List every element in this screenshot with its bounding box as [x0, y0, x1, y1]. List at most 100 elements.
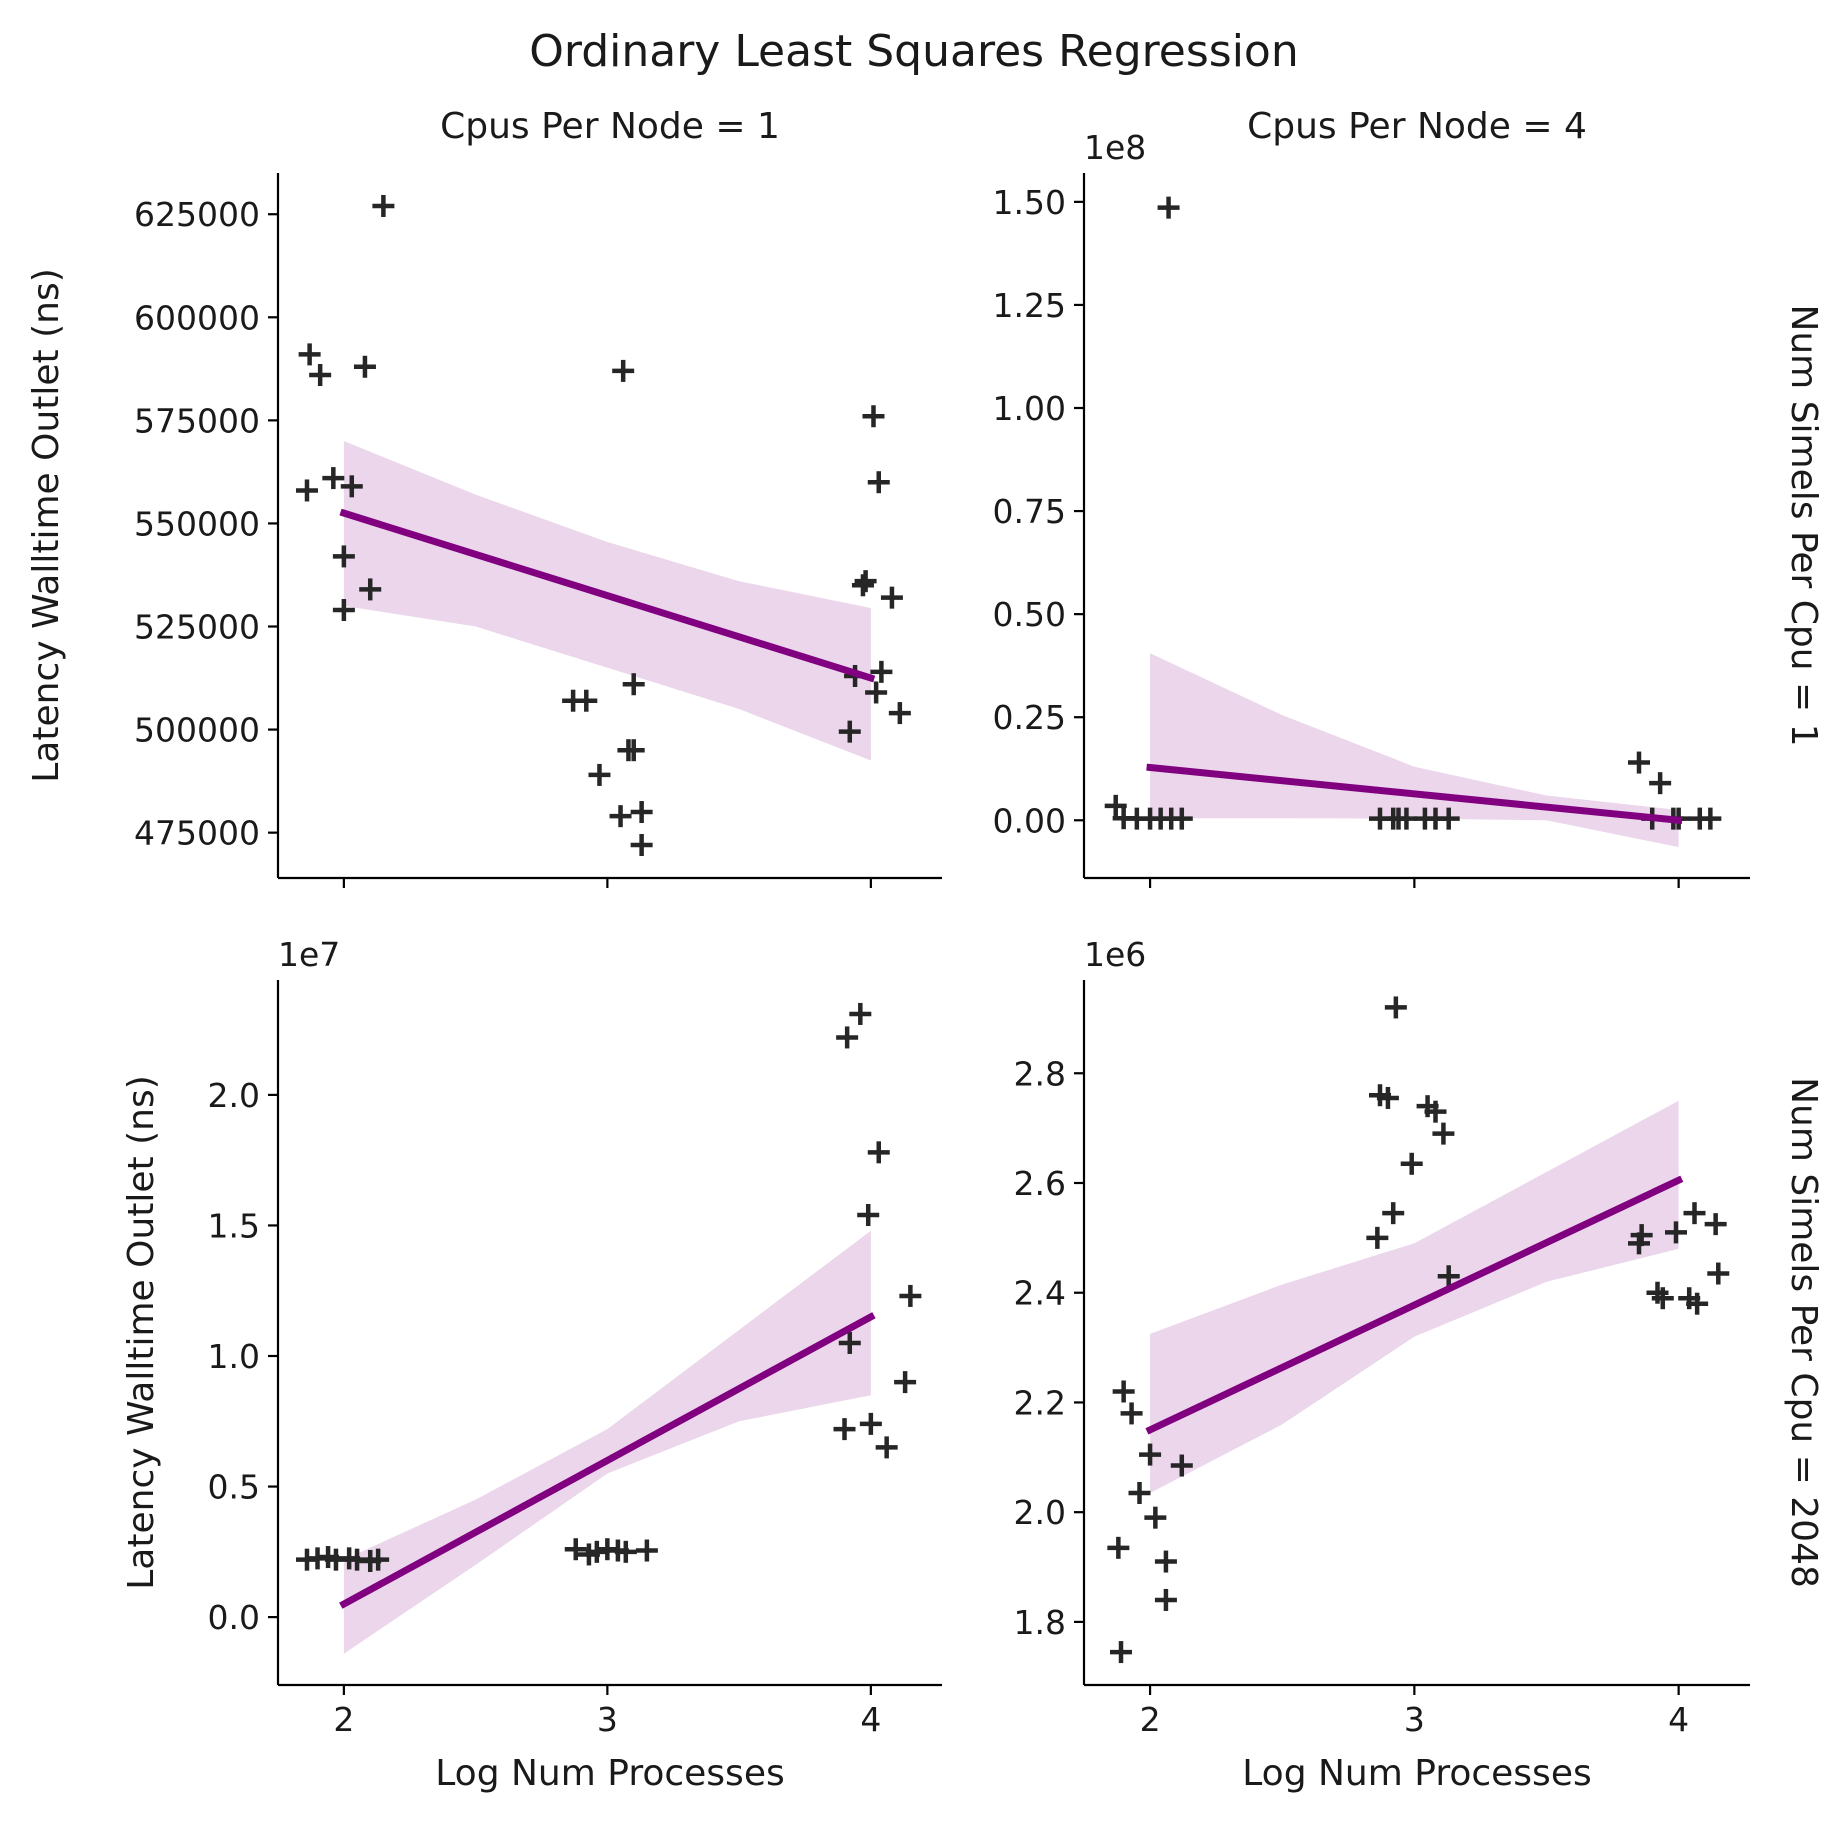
- data-point: [309, 364, 332, 387]
- data-point: [875, 1436, 898, 1459]
- data-point: [585, 1540, 608, 1563]
- regression-line: [339, 1312, 876, 1609]
- regression-line: [1145, 1175, 1684, 1435]
- data-point: [888, 702, 911, 725]
- y-tick-label: 575000: [134, 401, 260, 440]
- data-point: [1649, 772, 1672, 795]
- data-point: [1366, 1226, 1389, 1249]
- data-point: [367, 1548, 390, 1571]
- data-point: [1384, 996, 1407, 1019]
- data-point: [622, 673, 645, 696]
- x-axis-label: Log Num Processes: [435, 1753, 784, 1794]
- y-tick-label: 0.50: [993, 595, 1066, 634]
- data-point: [1139, 1443, 1162, 1466]
- data-point: [609, 805, 632, 828]
- data-point: [1665, 1221, 1687, 1244]
- figure-title: Ordinary Least Squares Regression: [529, 26, 1298, 77]
- y-tick-label: 625000: [134, 195, 260, 234]
- data-point: [1154, 1550, 1177, 1573]
- confidence-band: [1150, 1100, 1679, 1493]
- data-point: [1628, 751, 1650, 774]
- y-tick-label: 2.2: [1014, 1383, 1066, 1422]
- facet-column-title: Cpus Per Node = 1: [440, 106, 780, 147]
- data-point: [836, 1026, 859, 1049]
- data-point: [1707, 1262, 1730, 1285]
- x-axis-label: Log Num Processes: [1242, 1753, 1591, 1794]
- data-point: [1107, 1536, 1130, 1559]
- data-point: [867, 471, 890, 494]
- data-point: [870, 660, 893, 683]
- y-tick-label: 600000: [134, 298, 260, 337]
- data-point: [1424, 1100, 1447, 1123]
- data-point: [622, 739, 645, 762]
- x-tick-label: 2: [1140, 1700, 1161, 1739]
- y-tick-label: 525000: [134, 608, 260, 647]
- data-point: [575, 689, 598, 712]
- y-tick-label: 1.5: [208, 1206, 260, 1245]
- data-point: [298, 343, 321, 366]
- data-point: [614, 1540, 637, 1563]
- data-point: [854, 570, 877, 593]
- data-point: [1144, 1506, 1167, 1529]
- data-point: [859, 1412, 882, 1435]
- data-point: [899, 1284, 922, 1307]
- x-tick-label: 2: [333, 1700, 354, 1739]
- data-point: [322, 467, 345, 490]
- y-tick-label: 1.00: [993, 389, 1066, 428]
- data-point: [295, 479, 318, 502]
- data-point: [1376, 1086, 1399, 1109]
- data-point: [857, 1204, 880, 1226]
- data-point: [1699, 807, 1722, 830]
- data-point: [1120, 1402, 1143, 1425]
- data-point: [1686, 1292, 1709, 1315]
- data-point: [867, 1141, 890, 1164]
- y-tick-label: 2.0: [1014, 1493, 1066, 1532]
- data-point: [332, 545, 355, 568]
- data-point: [851, 574, 874, 597]
- data-point: [880, 586, 903, 609]
- x-tick-label: 4: [860, 1700, 881, 1739]
- regression-line: [339, 508, 876, 683]
- x-tick-label: 3: [1404, 1700, 1425, 1739]
- data-point: [833, 1418, 856, 1441]
- facet-row-title: Num Simels Per Cpu = 1: [1783, 304, 1824, 746]
- data-point: [359, 578, 382, 601]
- axis-offset-label: 1e7: [278, 935, 340, 974]
- panel-top-left: 475000 500000 525000 550000 575000 600000 6250…: [26, 106, 942, 888]
- y-tick-label: 550000: [134, 504, 260, 543]
- axis-offset-label: 1e6: [1084, 935, 1146, 974]
- data-point: [1437, 1265, 1460, 1288]
- data-point: [1630, 1224, 1653, 1247]
- y-tick-label: 2.8: [1014, 1054, 1066, 1093]
- data-point: [588, 763, 611, 786]
- panel-bottom-right: 2 3 4 1.8 2.0 2.2 2.4 2.6 2.8 1e6 Num Simels Per C…: [1014, 935, 1824, 1794]
- y-tick-label: 500000: [134, 711, 260, 750]
- panel-top-right: 0.00 0.25 0.50 0.75 1.00 1.25 1.50 1e8 Cpus Per …: [993, 106, 1824, 888]
- panel-bottom-left: 2 3 4 0.0 0.5 1.0 1.5 2.0 1e7 Log Num Processes La…: [121, 935, 942, 1794]
- y-axis-label: Latency Walltime Outlet (ns): [121, 1075, 162, 1590]
- y-tick-label: 0.75: [993, 492, 1066, 531]
- data-point: [1432, 1122, 1455, 1145]
- data-point: [1704, 1213, 1727, 1236]
- data-point: [1400, 1152, 1423, 1175]
- data-point: [635, 1539, 658, 1562]
- y-tick-label: 1.50: [993, 183, 1066, 222]
- data-point: [865, 681, 888, 704]
- y-axis-label: Latency Walltime Outlet (ns): [26, 268, 67, 783]
- y-tick-label: 2.0: [208, 1076, 260, 1115]
- y-tick-label: 2.6: [1014, 1164, 1066, 1203]
- data-point: [1157, 196, 1180, 219]
- data-point: [332, 599, 355, 622]
- y-tick-label: 1.0: [208, 1337, 260, 1376]
- confidence-band: [343, 441, 871, 761]
- x-tick-label: 3: [597, 1700, 618, 1739]
- data-point: [1683, 1202, 1706, 1225]
- y-tick-label: 0.00: [993, 801, 1066, 840]
- x-tick-label: 4: [1668, 1700, 1689, 1739]
- data-point: [838, 1331, 861, 1354]
- y-tick-label: 1.8: [1014, 1603, 1066, 1642]
- facet-column-title: Cpus Per Node = 4: [1247, 106, 1587, 147]
- data-point: [862, 405, 885, 428]
- regression-line: [1146, 763, 1683, 825]
